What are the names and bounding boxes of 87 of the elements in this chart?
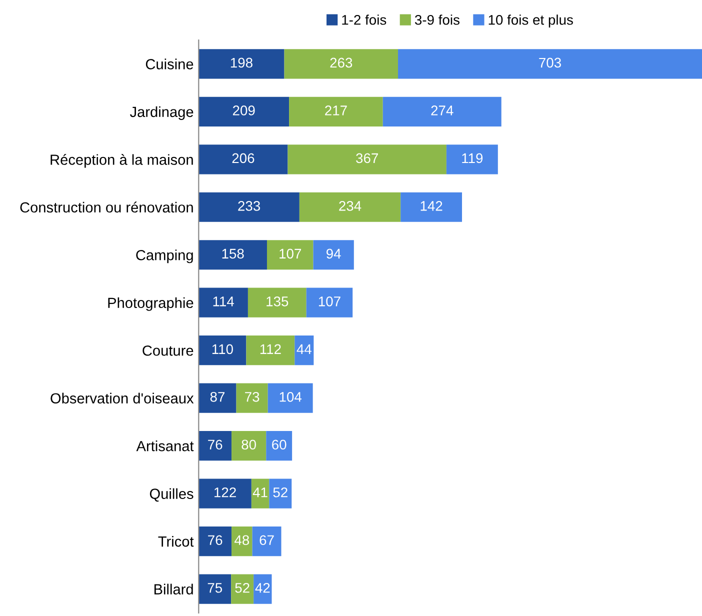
- y-tick-label: Réception à la maison: [50, 154, 193, 168]
- y-tick-label: Cuisine: [146, 58, 194, 70]
- y-tick-label: Couture: [142, 345, 194, 356]
- data-label: 42: [255, 582, 270, 593]
- bar: [231, 574, 254, 604]
- bar: [198, 478, 252, 508]
- bar: [236, 383, 268, 413]
- data-label: 75: [208, 583, 222, 593]
- data-label: 107: [318, 296, 340, 306]
- bar: [198, 288, 248, 318]
- data-label: 44: [296, 344, 312, 354]
- data-label: 48: [234, 535, 250, 546]
- data-label: 76: [208, 535, 222, 546]
- data-label: 73: [245, 392, 260, 402]
- data-label: 142: [420, 201, 442, 211]
- bar: [198, 526, 232, 556]
- bar: [299, 192, 401, 222]
- data-label: 76: [208, 440, 222, 450]
- data-label: 94: [326, 248, 341, 259]
- data-label: 158: [222, 248, 244, 259]
- data-label: 119: [462, 153, 483, 164]
- bar: [382, 96, 502, 126]
- data-label: 80: [242, 440, 256, 450]
- y-tick-label: Jardinage: [130, 106, 194, 120]
- bar: [398, 49, 702, 79]
- bar: [313, 240, 354, 270]
- data-label: 60: [272, 440, 286, 450]
- y-tick-label: Camping: [136, 250, 193, 264]
- bar: [198, 431, 232, 461]
- bar: [294, 336, 314, 366]
- legend-label: 1-2 fois: [342, 14, 386, 25]
- bar: [266, 240, 314, 270]
- bar: [198, 49, 284, 79]
- bar: [198, 192, 300, 222]
- data-label: 114: [213, 296, 234, 306]
- data-label: 52: [273, 487, 288, 498]
- data-label: 112: [260, 344, 281, 354]
- bar: [400, 192, 462, 222]
- bar: [266, 431, 292, 461]
- data-label: 107: [280, 248, 302, 259]
- y-tick-label: Photographie: [108, 297, 194, 311]
- data-label: 206: [232, 153, 254, 164]
- legend-label: 3-9 fois: [414, 14, 460, 25]
- bar: [198, 144, 288, 174]
- bar: [306, 288, 353, 318]
- y-tick-label: Construction ou rénovation: [20, 202, 193, 213]
- y-tick-label: Billard: [154, 584, 193, 594]
- bar: [248, 288, 306, 318]
- bar: [288, 144, 446, 174]
- data-label: 263: [330, 58, 352, 68]
- bar: [289, 96, 383, 126]
- data-label: 52: [235, 582, 250, 593]
- bar: [198, 336, 246, 366]
- bar: [198, 96, 290, 126]
- y-tick-label: Artisanat: [136, 440, 194, 452]
- data-label: 703: [539, 58, 561, 68]
- y-tick-label: Quilles: [150, 488, 194, 502]
- data-label: 122: [214, 487, 236, 498]
- bar: [269, 478, 292, 508]
- y-tick-label: Tricot: [158, 536, 194, 547]
- bar: [232, 431, 266, 461]
- data-label: 87: [210, 392, 225, 402]
- data-label: 217: [325, 106, 347, 116]
- data-label: 67: [260, 535, 274, 546]
- bar: [246, 336, 295, 366]
- bar: [232, 526, 252, 556]
- legend-label: 10 fois et plus: [488, 14, 573, 28]
- bar: [446, 144, 498, 174]
- bar: [198, 240, 267, 270]
- bar: [251, 478, 270, 508]
- data-label: 209: [232, 106, 255, 116]
- bar: [198, 574, 232, 604]
- data-label: 274: [431, 106, 454, 116]
- data-label: 104: [280, 392, 302, 402]
- data-label: 234: [339, 201, 362, 211]
- bar: [198, 383, 236, 413]
- data-label: 110: [212, 344, 233, 354]
- bar: [254, 574, 272, 604]
- y-tick-label: Observation d'oiseaux: [50, 392, 194, 404]
- bar: [252, 526, 282, 556]
- data-label: 198: [230, 58, 252, 68]
- bar: [284, 49, 398, 79]
- bar: [268, 383, 313, 413]
- data-label: 41: [252, 488, 268, 498]
- data-label: 367: [356, 153, 378, 164]
- data-label: 233: [238, 201, 260, 211]
- data-label: 135: [266, 296, 288, 306]
